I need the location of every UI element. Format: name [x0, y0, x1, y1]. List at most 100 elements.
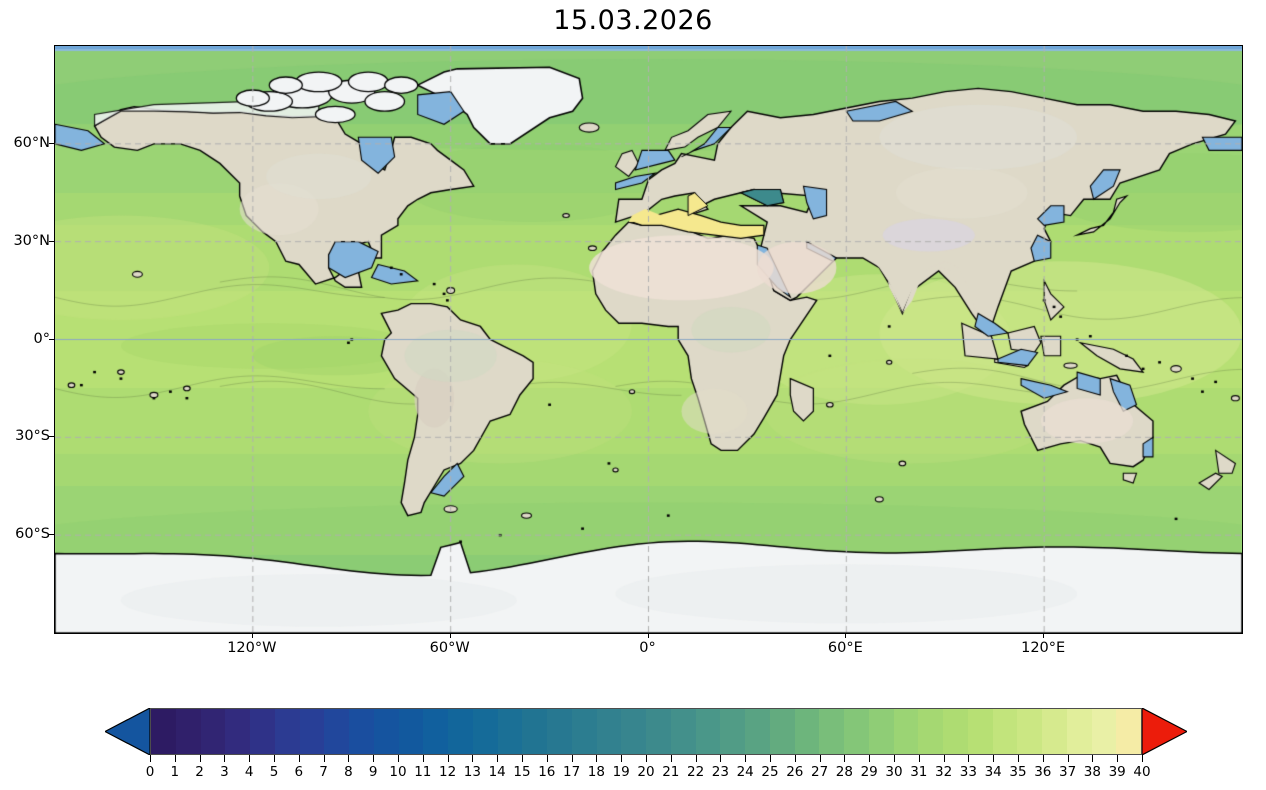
colorbar-tick-label: 0: [145, 764, 155, 780]
colorbar-tick-mark: [844, 755, 846, 762]
x-tick-label: 0°: [639, 640, 656, 656]
colorbar-tick-label: 27: [811, 764, 829, 780]
colorbar-over-arrow: [1142, 708, 1187, 755]
colorbar-tick-label: 20: [637, 764, 655, 780]
y-tick-label: 0°: [33, 330, 50, 347]
colorbar-tick-mark: [695, 755, 697, 762]
y-tick-mark: [49, 142, 54, 144]
y-tick-label: 30°N: [13, 232, 50, 249]
map-plot-area[interactable]: [54, 45, 1243, 634]
colorbar-tick-mark: [274, 755, 275, 762]
colorbar-tick-label: 15: [513, 764, 531, 780]
colorbar-segment: [571, 709, 597, 754]
colorbar-segment: [547, 709, 572, 754]
colorbar-tick-label: 9: [368, 764, 378, 780]
colorbar-segment: [324, 709, 349, 754]
colorbar-tick-mark: [968, 755, 970, 762]
x-tick-mark: [449, 633, 451, 638]
colorbar-tick-label: 2: [195, 764, 204, 780]
colorbar-segment: [1042, 709, 1067, 754]
colorbar-tick-mark: [174, 755, 176, 762]
colorbar-tick-label: 32: [935, 764, 953, 780]
colorbar-tick-label: 23: [711, 764, 729, 780]
colorbar-segment: [720, 709, 745, 754]
colorbar-tick-label: 29: [860, 764, 878, 780]
colorbar-tick-mark: [794, 755, 796, 762]
colorbar-tick-mark: [522, 755, 523, 762]
x-tick-label: 60°W: [429, 640, 470, 656]
colorbar-segment: [1066, 709, 1092, 754]
y-tick-label: 30°S: [15, 428, 50, 445]
colorbar-segment: [472, 709, 498, 754]
colorbar-tick-label: 18: [587, 764, 605, 780]
y-tick-label: 60°N: [13, 134, 50, 151]
colorbar-tick-label: 21: [662, 764, 680, 780]
colorbar-tick-label: 26: [786, 764, 804, 780]
colorbar-segment: [943, 709, 968, 754]
colorbar-tick-mark: [1092, 755, 1094, 762]
colorbar-segment: [1017, 709, 1042, 754]
colorbar-segment: [1091, 709, 1117, 754]
colorbar-gradient[interactable]: [150, 708, 1142, 755]
colorbar-tick-mark: [770, 755, 771, 762]
colorbar-tick-mark: [150, 755, 151, 762]
colorbar-tick-label: 4: [244, 764, 254, 780]
colorbar-segment: [844, 709, 869, 754]
colorbar-tick-mark: [670, 755, 672, 762]
colorbar-tick-mark: [869, 755, 871, 762]
colorbar-segment: [596, 709, 622, 754]
colorbar-tick-label: 22: [687, 764, 705, 780]
colorbar-tick-mark: [199, 755, 201, 762]
colorbar-segment: [398, 709, 424, 754]
x-tick-mark: [845, 633, 847, 638]
colorbar-segment: [992, 709, 1018, 754]
colorbar-segment: [621, 709, 646, 754]
colorbar-under-arrow: [105, 708, 150, 755]
colorbar-tick-label: 40: [1133, 764, 1151, 780]
colorbar-segment: [967, 709, 993, 754]
colorbar-tick-label: 19: [612, 764, 630, 780]
x-tick-label: 120°W: [227, 640, 277, 656]
colorbar-tick-label: 36: [1034, 764, 1052, 780]
y-tick-mark: [49, 338, 54, 340]
colorbar-tick-mark: [943, 755, 945, 762]
colorbar-tick-mark: [298, 755, 300, 762]
colorbar-segment: [918, 709, 943, 754]
colorbar-segment: [695, 709, 721, 754]
colorbar-tick-label: 10: [389, 764, 407, 780]
colorbar-tick-label: 13: [463, 764, 481, 780]
colorbar-tick-mark: [472, 755, 474, 762]
colorbar-segment: [497, 709, 523, 754]
colorbar-segment: [274, 709, 300, 754]
world-map-heatmap: [55, 46, 1242, 633]
colorbar-segment: [670, 709, 696, 754]
colorbar-tick-label: 12: [439, 764, 457, 780]
x-tick-mark: [647, 633, 649, 638]
colorbar-segment: [745, 709, 770, 754]
colorbar-tick-mark: [249, 755, 251, 762]
colorbar-tick-mark: [323, 755, 325, 762]
colorbar-tick-label: 28: [835, 764, 853, 780]
colorbar-tick-mark: [398, 755, 399, 762]
colorbar-tick-label: 25: [761, 764, 779, 780]
x-tick-mark: [1043, 633, 1045, 638]
colorbar-tick-label: 3: [220, 764, 229, 780]
colorbar-tick-mark: [745, 755, 747, 762]
x-tick-label: 60°E: [827, 640, 863, 656]
colorbar-segment: [646, 709, 671, 754]
colorbar-segment: [200, 709, 226, 754]
colorbar-tick-mark: [918, 755, 920, 762]
colorbar-segment: [250, 709, 275, 754]
y-tick-mark: [49, 534, 54, 536]
colorbar-tick-label: 31: [910, 764, 928, 780]
colorbar-tick-mark: [621, 755, 623, 762]
colorbar-segment: [373, 709, 399, 754]
x-tick-label: 120°E: [1021, 640, 1066, 656]
colorbar-segment: [819, 709, 844, 754]
colorbar-tick-mark: [373, 755, 375, 762]
colorbar-tick-mark: [546, 755, 548, 762]
colorbar-tick-mark: [497, 755, 499, 762]
colorbar-tick-mark: [720, 755, 722, 762]
y-tick-label: 60°S: [15, 526, 50, 543]
colorbar-tick-label: 35: [1009, 764, 1027, 780]
